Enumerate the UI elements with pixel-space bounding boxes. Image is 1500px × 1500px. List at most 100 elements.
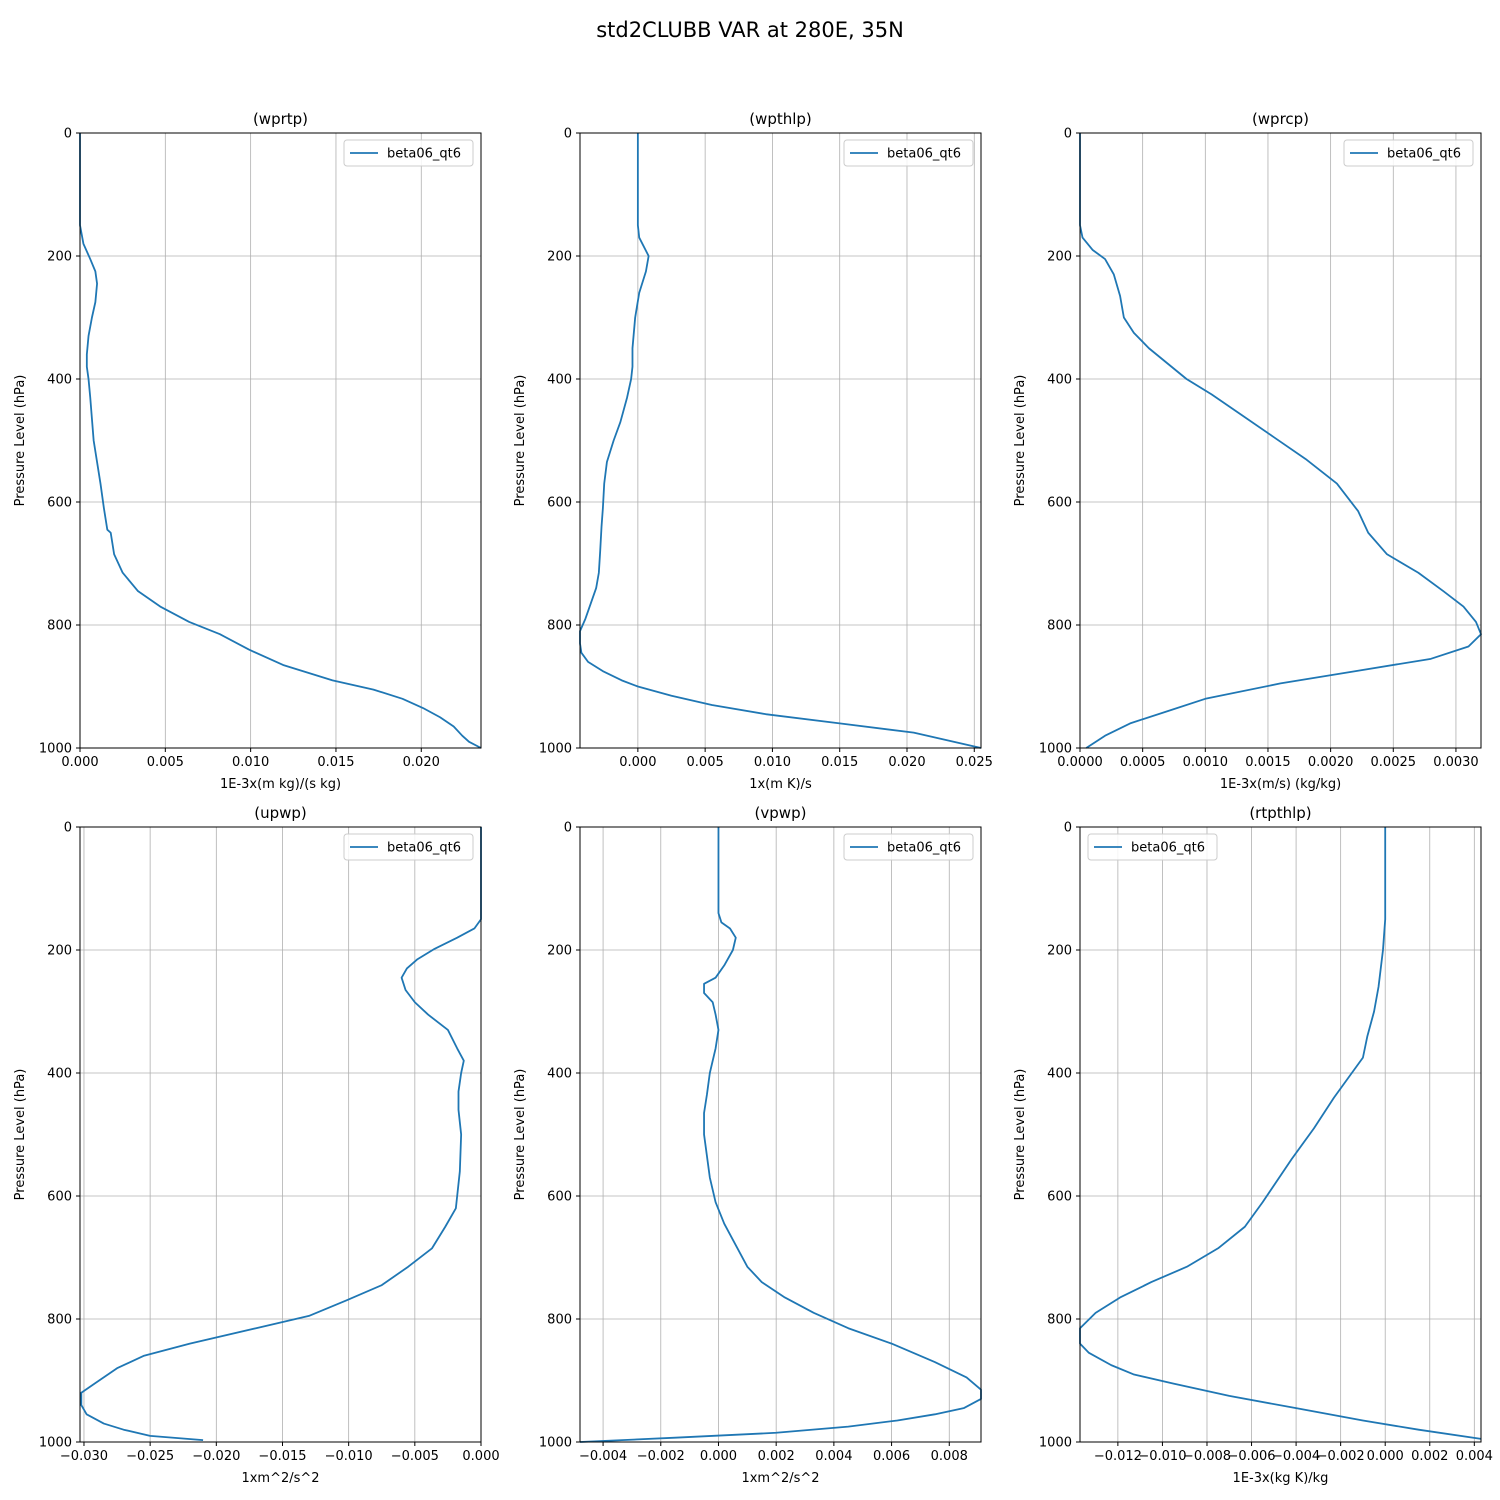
series-line-beta06_qt6 — [579, 133, 982, 749]
plot-frame — [1079, 132, 1482, 749]
y-tick-label: 1000 — [1039, 742, 1072, 757]
y-tick-label: 800 — [47, 1313, 72, 1328]
x-tick-label: 0.004 — [815, 1449, 852, 1464]
chart-title: (wpthlp) — [749, 110, 812, 128]
y-tick-label: 200 — [47, 250, 72, 265]
legend-box — [1343, 139, 1474, 167]
y-tick-label: 0 — [1064, 821, 1072, 836]
legend: beta06_qt6 — [1343, 139, 1474, 167]
legend-label: beta06_qt6 — [887, 841, 961, 856]
legend-label: beta06_qt6 — [1131, 841, 1205, 856]
x-tick-label: −0.004 — [1272, 1449, 1320, 1464]
x-tick-label: −0.030 — [60, 1449, 108, 1464]
legend-label: beta06_qt6 — [1387, 147, 1461, 162]
x-axis-label: 1xm^2/s^2 — [741, 1471, 819, 1486]
x-tick-label: 0.000 — [61, 755, 98, 770]
y-axis-label: Pressure Level (hPa) — [513, 375, 528, 507]
x-tick-label: −0.004 — [579, 1449, 627, 1464]
x-tick-label: 0.0000 — [1057, 755, 1103, 770]
x-tick-label: 0.005 — [687, 755, 724, 770]
legend-label: beta06_qt6 — [887, 147, 961, 162]
y-tick-label: 800 — [47, 619, 72, 634]
y-tick-label: 200 — [547, 944, 572, 959]
y-tick-label: 400 — [1047, 1067, 1072, 1082]
x-tick-label: 0.015 — [821, 755, 858, 770]
chart-title: (rtpthlp) — [1249, 804, 1311, 822]
x-tick-label: −0.002 — [1317, 1449, 1365, 1464]
chart-panel-6: −0.012−0.010−0.008−0.006−0.004−0.002 0.00… — [1013, 804, 1493, 1486]
y-tick-label: 800 — [1047, 1313, 1072, 1328]
legend-box — [1087, 833, 1218, 861]
series-line-beta06_qt6 — [80, 827, 482, 1442]
chart-title: (wprtp) — [253, 110, 308, 128]
x-tick-label: 0.0030 — [1433, 755, 1479, 770]
y-tick-label: 600 — [1047, 1190, 1072, 1205]
y-tick-label: 800 — [547, 1313, 572, 1328]
x-tick-label: 0.006 — [873, 1449, 910, 1464]
x-tick-label: −0.002 — [637, 1449, 685, 1464]
x-tick-label: 0.008 — [931, 1449, 968, 1464]
x-tick-label: 0.025 — [956, 755, 993, 770]
x-tick-label: 0.0010 — [1183, 755, 1229, 770]
x-tick-label: 0.002 — [1411, 1449, 1448, 1464]
plot-frame — [579, 132, 982, 749]
legend-box — [343, 139, 474, 167]
y-axis-label: Pressure Level (hPa) — [13, 1069, 28, 1201]
x-tick-label: −0.008 — [1183, 1449, 1231, 1464]
x-tick-label: 0.004 — [1456, 1449, 1493, 1464]
x-tick-label: 0.002 — [758, 1449, 795, 1464]
y-axis-label: Pressure Level (hPa) — [13, 375, 28, 507]
x-tick-label: 0.0020 — [1308, 755, 1354, 770]
y-tick-label: 400 — [1047, 373, 1072, 388]
y-tick-label: 0 — [64, 821, 72, 836]
y-tick-label: 1000 — [39, 742, 72, 757]
y-tick-label: 600 — [47, 496, 72, 511]
series-line-beta06_qt6 — [1079, 133, 1482, 749]
legend: beta06_qt6 — [843, 833, 974, 861]
chart-panel-2: 0.000 0.005 0.010 0.015 0.020 0.025 0 200 400 600… — [513, 110, 993, 792]
y-tick-label: 1000 — [1039, 1436, 1072, 1451]
plot-frame — [79, 132, 482, 749]
x-tick-label: −0.005 — [391, 1449, 439, 1464]
y-tick-label: 0 — [564, 821, 572, 836]
chart-title: (upwp) — [254, 804, 307, 822]
figure-title: std2CLUBB VAR at 280E, 35N — [596, 18, 904, 42]
legend: beta06_qt6 — [343, 833, 474, 861]
y-tick-label: 1000 — [39, 1436, 72, 1451]
x-tick-label: −0.010 — [325, 1449, 373, 1464]
x-tick-label: 0.010 — [232, 755, 269, 770]
y-tick-label: 600 — [47, 1190, 72, 1205]
y-tick-label: 400 — [547, 373, 572, 388]
x-tick-label: 0.010 — [754, 755, 791, 770]
chart-panel-5: −0.004 −0.002 0.000 0.002 0.004 0.006 0.008 0 20… — [513, 804, 982, 1486]
y-tick-label: 0 — [1064, 127, 1072, 142]
x-tick-label: 0.020 — [403, 755, 440, 770]
chart-panel-4: −0.030 −0.025 −0.020 −0.015 −0.010 −0.005 0.00… — [13, 804, 500, 1486]
legend-box — [343, 833, 474, 861]
x-axis-label: 1E-3x(m/s) (kg/kg) — [1220, 777, 1341, 792]
y-tick-label: 600 — [547, 496, 572, 511]
y-axis-label: Pressure Level (hPa) — [1013, 375, 1028, 507]
x-axis-label: 1xm^2/s^2 — [241, 1471, 319, 1486]
x-tick-label: 0.020 — [888, 755, 925, 770]
y-tick-label: 1000 — [539, 1436, 572, 1451]
plot-frame — [579, 826, 982, 1443]
legend: beta06_qt6 — [343, 139, 474, 167]
plot-frame — [79, 826, 482, 1443]
y-tick-label: 400 — [47, 373, 72, 388]
x-tick-label: −0.025 — [126, 1449, 174, 1464]
y-tick-label: 200 — [547, 250, 572, 265]
x-tick-label: 0.000 — [1367, 1449, 1404, 1464]
y-tick-label: 600 — [1047, 496, 1072, 511]
x-tick-label: 0.000 — [700, 1449, 737, 1464]
x-tick-label: 0.005 — [147, 755, 184, 770]
x-tick-label: −0.020 — [192, 1449, 240, 1464]
y-tick-label: 400 — [547, 1067, 572, 1082]
series-line-beta06_qt6 — [1079, 827, 1482, 1440]
series-line-beta06_qt6 — [579, 827, 982, 1443]
y-tick-label: 800 — [1047, 619, 1072, 634]
legend-box — [843, 833, 974, 861]
y-tick-label: 600 — [547, 1190, 572, 1205]
x-tick-label: −0.006 — [1227, 1449, 1275, 1464]
y-tick-label: 0 — [64, 127, 72, 142]
